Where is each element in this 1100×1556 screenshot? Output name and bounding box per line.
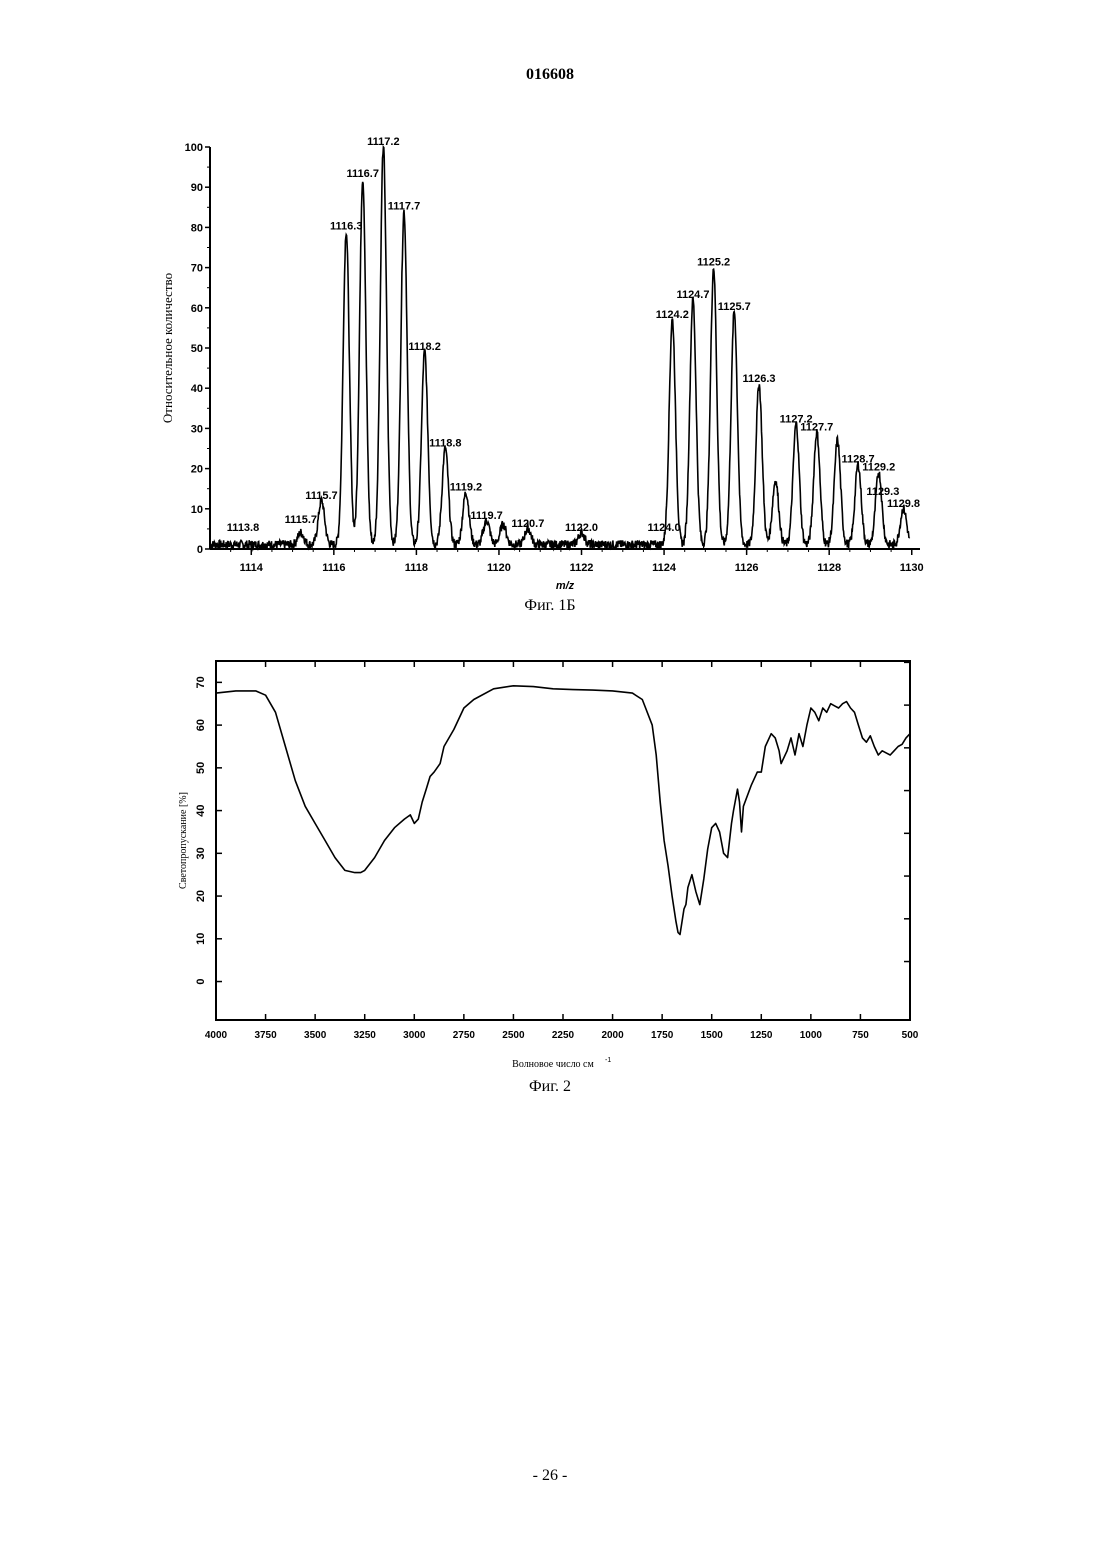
y-tick-label: 70 (191, 263, 203, 275)
peak-label: 1124.2 (656, 309, 689, 321)
x-tick-label: 1128 (817, 562, 841, 574)
x-tick-label: 3000 (403, 1030, 426, 1041)
peak-label: 1125.7 (718, 301, 751, 313)
peak-label: 1125.2 (697, 257, 730, 269)
page-number: - 26 - (0, 1467, 1100, 1485)
y-tick-label: 50 (191, 343, 203, 355)
peak-label: 1116.7 (347, 168, 379, 180)
y-tick-label: 0 (197, 544, 203, 556)
y-tick-label: 40 (195, 804, 207, 816)
peak-label: 1117.7 (388, 200, 420, 212)
y-tick-label: 70 (195, 676, 207, 688)
x-tick-label: 4000 (205, 1030, 228, 1041)
peak-label: 1126.3 (742, 373, 775, 385)
x-axis-label-superscript: -1 (605, 1057, 611, 1064)
x-tick-label: 2500 (502, 1030, 525, 1041)
peak-label: 1129.8 (887, 498, 920, 510)
document-number: 016608 (0, 66, 1100, 84)
peak-label: 1127.7 (800, 421, 833, 433)
peak-label: 1115.7 (305, 490, 337, 502)
x-tick-label: 1126 (735, 562, 759, 574)
x-tick-label: 1130 (900, 562, 924, 574)
peak-label: 1119.7 (470, 510, 502, 522)
x-tick-label: 2750 (453, 1030, 476, 1041)
x-tick-label: 1500 (701, 1030, 724, 1041)
y-tick-label: 40 (191, 383, 203, 395)
y-tick-label: 10 (191, 504, 203, 516)
peak-label: 1122.0 (565, 522, 598, 534)
x-tick-label: 1000 (800, 1030, 823, 1041)
peak-label: 1116.3 (330, 220, 362, 232)
spectrum-line (210, 147, 910, 549)
y-tick-label: 90 (191, 182, 203, 194)
transmittance-line (216, 686, 910, 935)
y-tick-label: 60 (195, 719, 207, 731)
x-tick-label: 1118 (405, 562, 428, 574)
peak-label: 1124.7 (676, 289, 709, 301)
x-tick-label: 3500 (304, 1030, 327, 1041)
x-tick-label: 1250 (750, 1030, 773, 1041)
x-tick-label: 3250 (354, 1030, 377, 1041)
figure-caption-1b: Фиг. 1Б (0, 597, 1100, 615)
x-tick-label: 3750 (254, 1030, 277, 1041)
x-tick-label: 1116 (322, 562, 345, 574)
ir-spectrum-chart: 4000 3750 3500 3250 3000 2750 2500 2250 2000 1750… (170, 645, 940, 1075)
peak-label: 1113.8 (227, 522, 259, 534)
y-tick-label: 80 (191, 222, 203, 234)
peak-label: 1129.3 (866, 486, 899, 498)
x-tick-label: 2250 (552, 1030, 575, 1041)
x-axis-label: Волновое число см (512, 1059, 594, 1070)
peak-label: 1117.2 (367, 136, 399, 148)
x-tick-label: 1124 (652, 562, 677, 574)
x-tick-label: 1750 (651, 1030, 674, 1041)
y-tick-label: 30 (195, 847, 207, 859)
mass-spectrum-chart: 0 10 20 30 40 50 60 70 80 90 100 1114 1116 1118 1120 11… (150, 125, 950, 595)
y-tick-label: 20 (195, 890, 207, 902)
y-tick-label: 50 (195, 762, 207, 774)
x-tick-label: 500 (902, 1030, 919, 1041)
peak-label: 1120.7 (511, 518, 544, 530)
y-axis-label: Светопропускание [%] (178, 792, 189, 889)
y-tick-label: 10 (195, 933, 207, 945)
figure-caption-2: Фиг. 2 (0, 1078, 1100, 1096)
peak-label: 1115.7 (285, 514, 317, 526)
y-tick-label: 20 (191, 464, 203, 476)
peak-label: 1129.2 (862, 462, 895, 474)
x-tick-label: 750 (852, 1030, 869, 1041)
y-axis-label: Относительное количество (160, 273, 175, 423)
peak-label: 1118.2 (408, 341, 440, 353)
x-axis-label: m/z (556, 580, 575, 592)
y-tick-label: 60 (191, 303, 203, 315)
peak-label: 1124.0 (648, 522, 681, 534)
peak-label: 1118.8 (429, 438, 461, 450)
x-tick-label: 1114 (240, 562, 264, 574)
y-tick-label: 100 (185, 142, 203, 154)
y-tick-label: 30 (191, 423, 203, 435)
y-tick-label: 0 (195, 978, 207, 984)
x-tick-label: 2000 (601, 1030, 624, 1041)
peak-label: 1119.2 (450, 482, 482, 494)
x-tick-label: 1122 (570, 562, 594, 574)
plot-frame (216, 661, 910, 1020)
x-tick-label: 1120 (487, 562, 511, 574)
